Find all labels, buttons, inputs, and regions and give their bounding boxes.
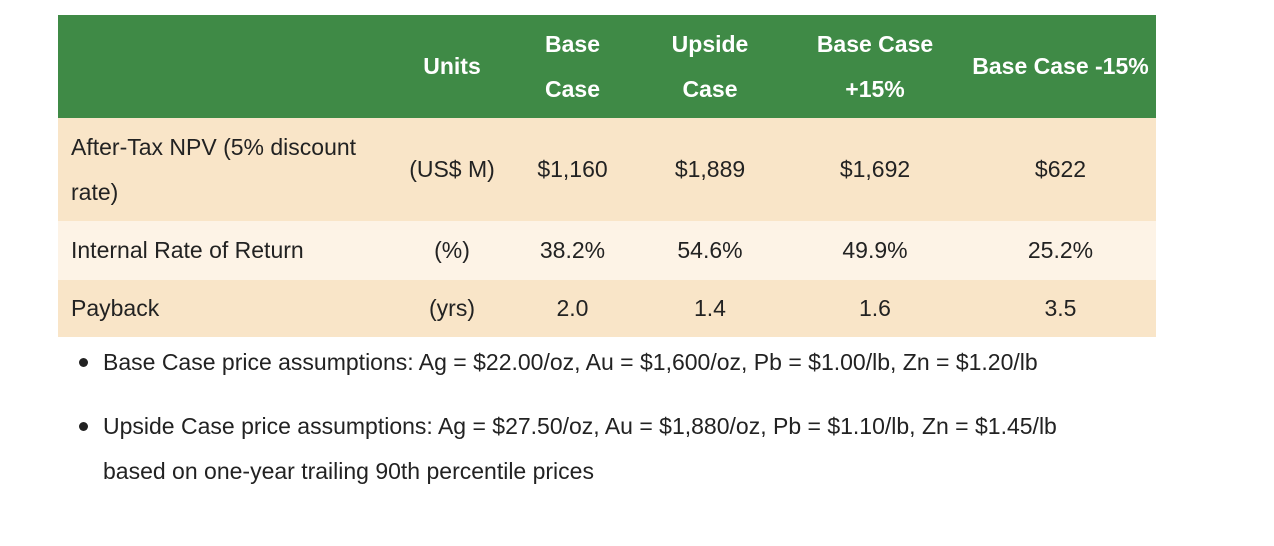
cell-upside-case: 54.6%	[677, 237, 743, 263]
cell-base-plus-15: 49.9%	[842, 237, 908, 263]
cell-base-minus-15: $622	[1034, 156, 1087, 182]
cell-base-case: 2.0	[556, 295, 589, 321]
row-units: (%)	[434, 237, 470, 263]
table-header: Units Base Case Upside Case Base Case +1…	[58, 15, 1156, 118]
header-base-minus-15: Base Case -15%	[972, 53, 1149, 79]
header-units: Units	[423, 53, 481, 79]
header-base-case: Base Case	[545, 30, 600, 102]
row-units: (US$ M)	[409, 156, 495, 182]
row-metric-label: After-Tax NPV (5% discount rate)	[71, 133, 357, 205]
list-item-base-case-assumptions: Base Case price assumptions: Ag = $22.00…	[76, 340, 1096, 385]
cell-upside-case: 1.4	[694, 295, 726, 321]
bullet-icon	[79, 358, 88, 367]
list-item-upside-case-assumptions: Upside Case price assumptions: Ag = $27.…	[76, 404, 1096, 494]
price-assumptions-list: Base Case price assumptions: Ag = $22.00…	[76, 340, 1096, 494]
cell-base-minus-15: 25.2%	[1027, 237, 1094, 263]
row-units: (yrs)	[429, 295, 475, 321]
header-upside-case: Upside Case	[671, 30, 749, 102]
row-metric-label: Internal Rate of Return	[71, 237, 304, 263]
cell-base-minus-15: 3.5	[1044, 295, 1077, 321]
note-text: Base Case price assumptions: Ag = $22.00…	[103, 349, 1038, 375]
table-row-payback: Payback (yrs) 2.0 1.4 1.6 3.5	[58, 280, 1156, 337]
cell-base-plus-15: $1,692	[839, 156, 911, 182]
bullet-icon	[79, 422, 88, 431]
table-row-irr: Internal Rate of Return (%) 38.2% 54.6% …	[58, 221, 1156, 280]
cell-upside-case: $1,889	[674, 156, 746, 182]
cell-base-plus-15: 1.6	[859, 295, 891, 321]
table-body: After-Tax NPV (5% discount rate) (US$ M)…	[58, 118, 1156, 337]
header-base-plus-15: Base Case +15%	[816, 30, 934, 102]
economics-table-container: Units Base Case Upside Case Base Case +1…	[58, 15, 1156, 337]
header-metric	[58, 15, 394, 118]
cell-base-case: 38.2%	[539, 237, 606, 263]
note-text: Upside Case price assumptions: Ag = $27.…	[103, 413, 1057, 484]
economics-summary-table: Units Base Case Upside Case Base Case +1…	[58, 15, 1156, 337]
header-row: Units Base Case Upside Case Base Case +1…	[58, 15, 1156, 118]
table-row-npv: After-Tax NPV (5% discount rate) (US$ M)…	[58, 118, 1156, 221]
row-metric-label: Payback	[71, 295, 160, 321]
cell-base-case: $1,160	[537, 156, 608, 182]
